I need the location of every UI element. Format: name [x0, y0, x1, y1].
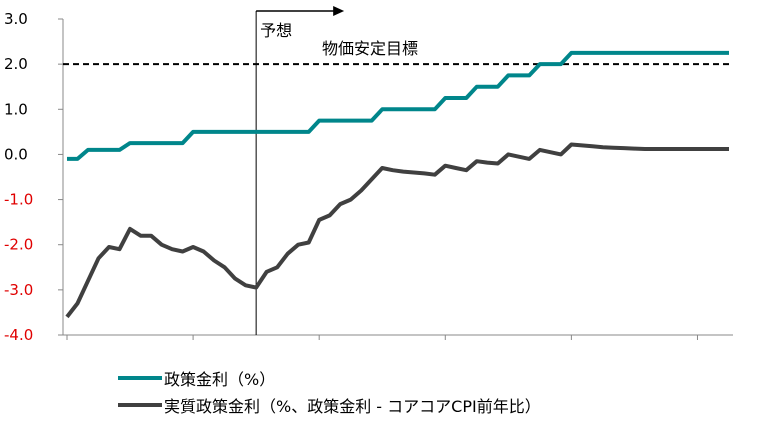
legend-item-real-policy-rate: 実質政策金利（%、政策金利 - コアコアCPI前年比） [118, 393, 541, 417]
y-tick-label: -2.0 [4, 236, 33, 254]
y-tick-label: 0.0 [4, 145, 28, 163]
y-axis: -4.0 -3.0 -2.0 -1.0 0.0 1.0 2.0 3.0 [4, 10, 64, 340]
legend-label-policy-rate: 政策金利（%） [164, 370, 276, 389]
plot-area [63, 6, 733, 335]
legend-item-policy-rate: 政策金利（%） [118, 366, 275, 390]
legend-label-real-policy-rate: 実質政策金利（%、政策金利 - コアコアCPI前年比） [164, 397, 541, 416]
x-axis: Jan-24Jan-25Jan-26Jan-27Jan-28Jan-29 [63, 334, 733, 340]
legend-swatch-real-policy-rate [118, 403, 162, 407]
legend-swatch-policy-rate [118, 376, 162, 380]
forecast-arrow-head [333, 6, 345, 16]
y-tick-label: -3.0 [4, 281, 33, 299]
y-tick-label: -1.0 [4, 191, 33, 209]
line-chart: -4.0 -3.0 -2.0 -1.0 0.0 1.0 2.0 3.0 Jan-24Jan-2… [4, 6, 733, 340]
forecast-label: 予想 [260, 21, 292, 40]
y-tick-label: 2.0 [4, 55, 28, 73]
y-tick-label: 1.0 [4, 100, 28, 118]
series-line-1 [65, 142, 729, 319]
series-line-0 [67, 50, 729, 161]
y-tick-label: 3.0 [4, 10, 28, 28]
y-tick-label: -4.0 [4, 326, 33, 340]
target-line-label: 物価安定目標 [322, 39, 418, 58]
